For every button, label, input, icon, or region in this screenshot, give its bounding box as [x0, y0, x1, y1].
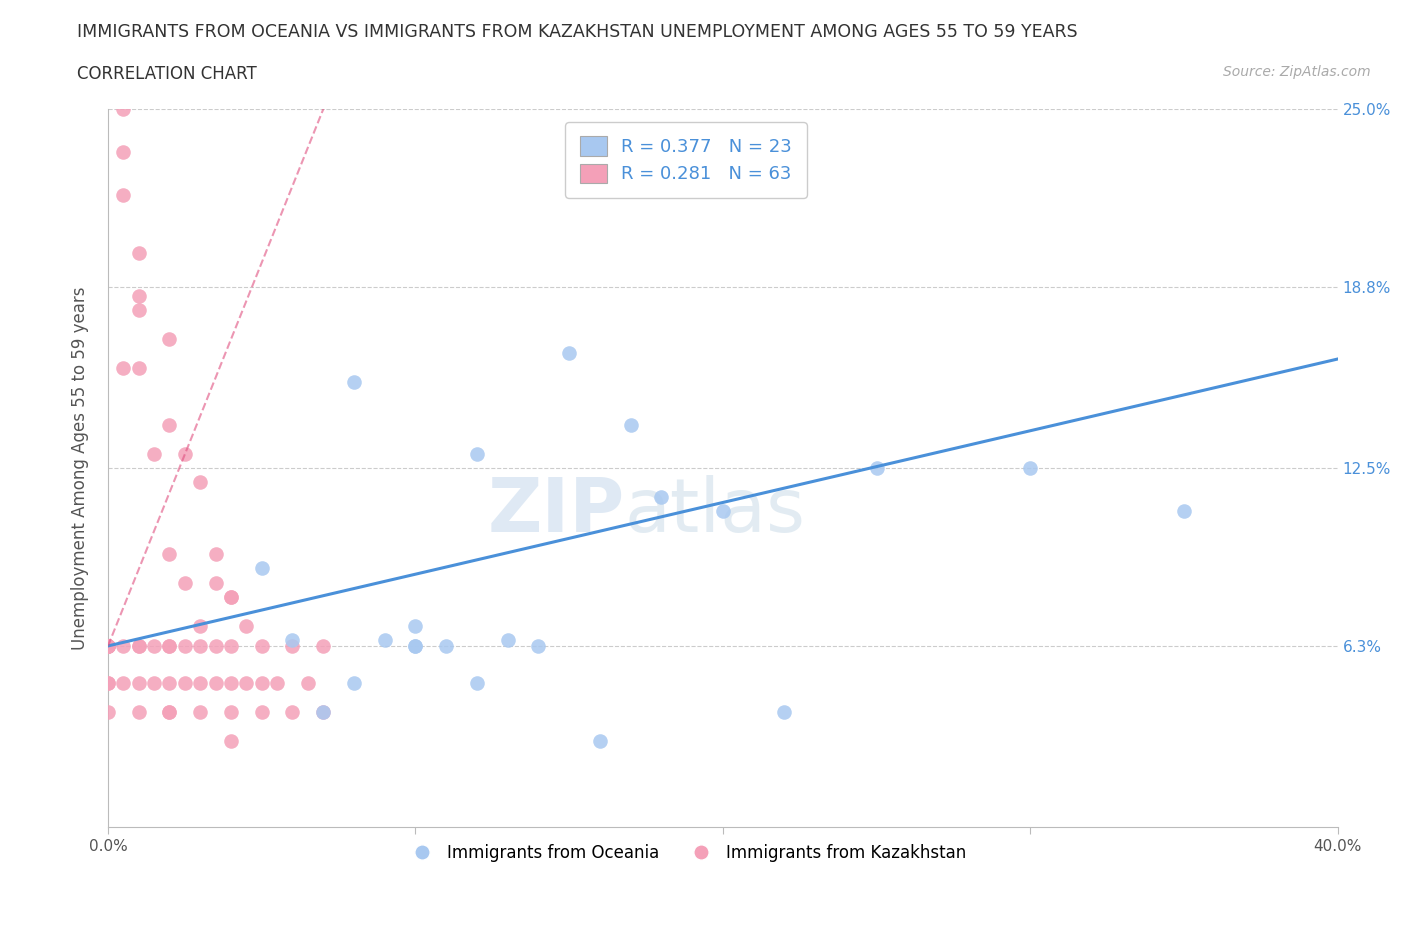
Point	[97, 639, 120, 654]
Point	[97, 639, 120, 654]
Point	[711, 504, 734, 519]
Point	[312, 639, 335, 654]
Point	[343, 375, 366, 390]
Point	[173, 676, 195, 691]
Text: atlas: atlas	[624, 474, 806, 548]
Point	[128, 639, 150, 654]
Point	[97, 639, 120, 654]
Point	[97, 639, 120, 654]
Point	[188, 705, 211, 720]
Point	[159, 639, 181, 654]
Point	[465, 676, 488, 691]
Point	[250, 639, 273, 654]
Point	[143, 446, 166, 461]
Point	[865, 460, 887, 475]
Point	[159, 676, 181, 691]
Point	[128, 705, 150, 720]
Point	[128, 246, 150, 260]
Point	[312, 705, 335, 720]
Point	[188, 618, 211, 633]
Point	[188, 639, 211, 654]
Point	[159, 705, 181, 720]
Point	[112, 188, 135, 203]
Point	[558, 346, 581, 361]
Point	[97, 639, 120, 654]
Point	[773, 705, 796, 720]
Point	[159, 705, 181, 720]
Point	[97, 676, 120, 691]
Point	[620, 418, 643, 432]
Point	[465, 446, 488, 461]
Point	[173, 639, 195, 654]
Point	[281, 705, 304, 720]
Point	[297, 676, 319, 691]
Point	[404, 639, 426, 654]
Point	[235, 676, 257, 691]
Point	[159, 547, 181, 562]
Point	[1019, 460, 1042, 475]
Point	[650, 489, 672, 504]
Point	[128, 639, 150, 654]
Point	[219, 639, 242, 654]
Point	[159, 331, 181, 346]
Point	[173, 576, 195, 591]
Point	[159, 418, 181, 432]
Point	[112, 639, 135, 654]
Point	[173, 446, 195, 461]
Legend: Immigrants from Oceania, Immigrants from Kazakhstan: Immigrants from Oceania, Immigrants from…	[399, 837, 973, 869]
Text: IMMIGRANTS FROM OCEANIA VS IMMIGRANTS FROM KAZAKHSTAN UNEMPLOYMENT AMONG AGES 55: IMMIGRANTS FROM OCEANIA VS IMMIGRANTS FR…	[77, 23, 1078, 41]
Point	[188, 676, 211, 691]
Point	[250, 676, 273, 691]
Point	[343, 676, 366, 691]
Point	[128, 288, 150, 303]
Point	[219, 590, 242, 604]
Point	[219, 676, 242, 691]
Point	[250, 705, 273, 720]
Point	[112, 102, 135, 117]
Point	[219, 733, 242, 748]
Point	[434, 639, 457, 654]
Point	[204, 676, 226, 691]
Point	[1173, 504, 1195, 519]
Point	[404, 639, 426, 654]
Point	[527, 639, 550, 654]
Point	[235, 618, 257, 633]
Point	[219, 590, 242, 604]
Y-axis label: Unemployment Among Ages 55 to 59 years: Unemployment Among Ages 55 to 59 years	[72, 286, 89, 650]
Point	[250, 561, 273, 576]
Point	[219, 705, 242, 720]
Point	[266, 676, 288, 691]
Point	[143, 639, 166, 654]
Point	[97, 705, 120, 720]
Text: ZIP: ZIP	[488, 474, 624, 548]
Point	[112, 360, 135, 375]
Text: CORRELATION CHART: CORRELATION CHART	[77, 65, 257, 83]
Point	[112, 676, 135, 691]
Point	[128, 360, 150, 375]
Point	[404, 618, 426, 633]
Point	[281, 639, 304, 654]
Point	[496, 632, 519, 647]
Point	[281, 632, 304, 647]
Point	[159, 639, 181, 654]
Point	[143, 676, 166, 691]
Point	[589, 733, 612, 748]
Point	[374, 632, 396, 647]
Point	[128, 303, 150, 318]
Point	[188, 475, 211, 490]
Point	[128, 676, 150, 691]
Point	[97, 676, 120, 691]
Point	[204, 547, 226, 562]
Point	[204, 639, 226, 654]
Text: Source: ZipAtlas.com: Source: ZipAtlas.com	[1223, 65, 1371, 79]
Point	[312, 705, 335, 720]
Point	[112, 145, 135, 160]
Point	[204, 576, 226, 591]
